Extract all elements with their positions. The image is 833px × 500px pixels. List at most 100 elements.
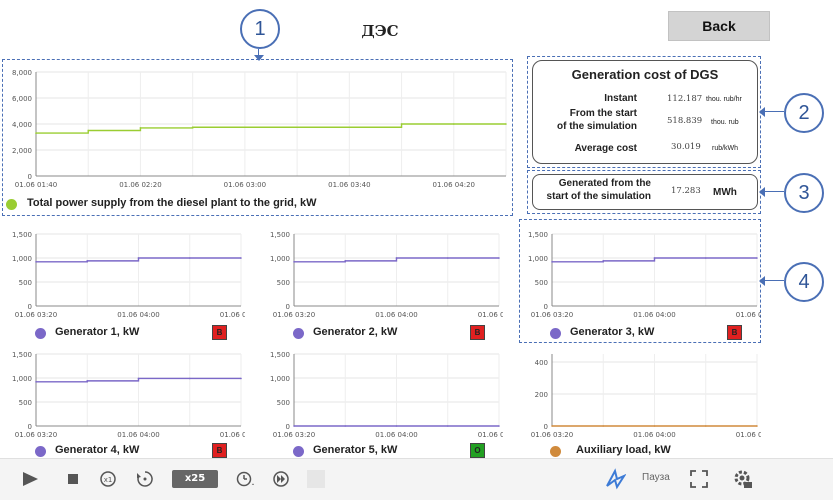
y-tick-label: 2,000 bbox=[12, 147, 32, 155]
x-tick-label: 01.06 04:40 bbox=[220, 431, 245, 439]
settings-icon[interactable] bbox=[733, 469, 753, 489]
y-tick-label: 500 bbox=[19, 279, 32, 287]
callout-4-connector bbox=[765, 280, 784, 281]
data-point bbox=[756, 425, 758, 427]
legend-dot-generator-1 bbox=[35, 328, 46, 339]
data-point bbox=[551, 261, 553, 263]
data-point bbox=[188, 257, 191, 259]
legend-generator-4: Generator 4, kW bbox=[55, 444, 140, 456]
chart-generator-4: 0 500 1,000 1,500 01.06 03:20 01.06 04:00 01.0… bbox=[12, 351, 245, 439]
data-point bbox=[240, 377, 242, 380]
status-badge-generator-4: В bbox=[212, 443, 227, 458]
add-time-icon[interactable]: + bbox=[236, 470, 254, 488]
chart-auxiliary-load: 0 200 400 01.06 03:20 01.06 04:00 01.06 04:40 bbox=[531, 354, 761, 439]
data-point bbox=[756, 257, 758, 259]
x-tick-label: 01.06 03:20 bbox=[531, 431, 573, 439]
data-point bbox=[602, 425, 605, 427]
cost-since-start-unit: thou. rub bbox=[711, 119, 739, 126]
chart-total-power: 0 2,000 4,000 6,000 8,000 01.06 01:40 01.06 02… bbox=[12, 69, 507, 189]
callout-1-connector bbox=[258, 49, 259, 58]
status-badge-generator-3: В bbox=[727, 325, 742, 340]
cost-since-start-value: 518.839 bbox=[667, 116, 703, 126]
y-tick-label: 400 bbox=[535, 359, 548, 367]
legend-dot-generator-3 bbox=[550, 328, 561, 339]
data-point bbox=[446, 257, 449, 259]
x-tick-label: 01.06 04:00 bbox=[375, 431, 417, 439]
fast-forward-icon[interactable] bbox=[272, 470, 290, 488]
x-tick-label: 01.06 04:20 bbox=[433, 181, 475, 189]
data-point bbox=[395, 257, 398, 259]
series-line bbox=[36, 123, 506, 134]
status-badge-generator-1: В bbox=[212, 325, 227, 340]
data-point bbox=[551, 425, 553, 427]
data-point bbox=[505, 123, 507, 125]
speed-x1-icon[interactable]: x1 bbox=[99, 470, 117, 488]
data-point bbox=[188, 377, 191, 380]
data-point bbox=[395, 425, 398, 427]
generation-cost-panel: Generation cost of DGS Instant 112.187 t… bbox=[532, 60, 758, 164]
generated-label-line2: start of the simulation bbox=[546, 191, 651, 202]
logo-icon bbox=[606, 468, 626, 490]
pause-label[interactable]: Пауза bbox=[642, 472, 670, 483]
back-button[interactable]: Back bbox=[668, 11, 770, 41]
highlight-box-2 bbox=[527, 56, 761, 168]
data-point bbox=[86, 260, 89, 262]
highlight-box-4 bbox=[519, 219, 761, 343]
cost-since-start-label-line1: From the start bbox=[569, 108, 637, 119]
blank-button[interactable] bbox=[307, 470, 325, 488]
data-point bbox=[293, 425, 295, 427]
callout-2-arrow bbox=[759, 107, 765, 117]
data-point bbox=[293, 261, 295, 263]
legend-dot-total-power bbox=[6, 199, 17, 210]
y-tick-label: 1,500 bbox=[528, 231, 548, 239]
callout-3-arrow bbox=[759, 187, 765, 197]
y-tick-label: 1,000 bbox=[12, 255, 32, 263]
play-icon[interactable] bbox=[22, 471, 40, 487]
fullscreen-icon[interactable] bbox=[690, 470, 708, 488]
y-tick-label: 1,000 bbox=[528, 255, 548, 263]
y-tick-label: 8,000 bbox=[12, 69, 32, 77]
x-tick-label: 01.06 03:20 bbox=[273, 311, 315, 319]
legend-generator-1: Generator 1, kW bbox=[55, 326, 140, 338]
y-tick-label: 0 bbox=[544, 423, 548, 431]
data-point bbox=[35, 132, 37, 134]
x-tick-label: 01.06 04:00 bbox=[375, 311, 417, 319]
y-tick-label: 0 bbox=[286, 423, 290, 431]
speed-x25-badge[interactable]: x25 bbox=[172, 470, 218, 488]
x-tick-label: 01.06 04:00 bbox=[633, 311, 675, 319]
x-tick-label: 01.06 04:00 bbox=[117, 431, 159, 439]
callout-4: 4 bbox=[784, 262, 824, 302]
x-tick-label: 01.06 04:00 bbox=[633, 431, 675, 439]
cost-instant-unit: thou. rub/hr bbox=[706, 96, 742, 103]
callout-4-arrow bbox=[759, 276, 765, 286]
legend-dot-generator-5 bbox=[293, 446, 304, 457]
data-point bbox=[137, 257, 140, 259]
x-tick-label: 01.06 04:40 bbox=[220, 311, 245, 319]
data-point bbox=[191, 126, 194, 129]
y-tick-label: 1,000 bbox=[270, 375, 290, 383]
y-tick-label: 200 bbox=[535, 391, 548, 399]
data-point bbox=[240, 257, 242, 259]
stop-icon[interactable] bbox=[67, 473, 79, 485]
cost-average-label: Average cost bbox=[574, 143, 637, 154]
legend-dot-auxiliary-load bbox=[550, 446, 561, 457]
y-tick-label: 1,500 bbox=[12, 231, 32, 239]
callout-2-connector bbox=[765, 111, 784, 112]
cost-instant-value: 112.187 bbox=[667, 94, 703, 104]
generated-label-line1: Generated from the bbox=[558, 178, 651, 189]
callout-3-connector bbox=[765, 191, 784, 192]
data-point bbox=[35, 381, 37, 383]
data-point bbox=[348, 126, 351, 129]
svg-text:+: + bbox=[251, 480, 254, 488]
chart-generator-5: 0 500 1,000 1,500 01.06 03:20 01.06 04:00 01.0… bbox=[270, 351, 503, 439]
y-tick-label: 500 bbox=[19, 399, 32, 407]
y-tick-label: 1,500 bbox=[270, 351, 290, 359]
x-tick-label: 01.06 03:40 bbox=[328, 181, 370, 189]
rewind-icon[interactable] bbox=[136, 470, 154, 488]
data-point bbox=[35, 261, 37, 263]
data-point bbox=[653, 257, 656, 259]
svg-text:x1: x1 bbox=[104, 476, 113, 484]
y-tick-label: 1,500 bbox=[12, 351, 32, 359]
cost-average-value: 30.019 bbox=[671, 142, 701, 152]
data-point bbox=[296, 126, 298, 129]
